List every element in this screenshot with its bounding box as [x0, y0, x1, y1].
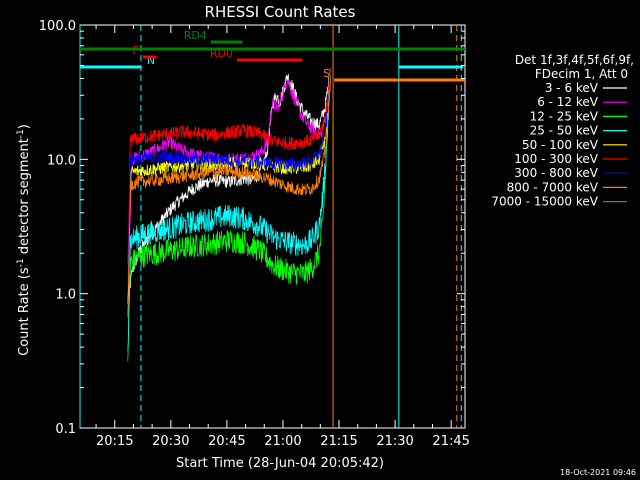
y-axis-label: Count Rate (s-1 detector segment-1) — [16, 124, 32, 356]
series-line — [127, 71, 331, 285]
y-tick-label: 0.1 — [55, 422, 76, 437]
y-axis-label-sup2: -1 — [16, 129, 26, 138]
flag-label: RD4 — [184, 29, 207, 42]
x-axis-label: Start Time (28-Jun-04 20:05:42) — [176, 456, 384, 471]
legend-header-detectors: Det 1f,3f,4f,5f,6f,9f, — [515, 53, 634, 67]
flag-label: S — [323, 67, 330, 80]
legend-entry-label: 7000 - 15000 keV — [491, 195, 598, 209]
x-tick-label: 20:30 — [152, 434, 189, 449]
series-line — [127, 68, 331, 352]
legend-entry-label: 12 - 25 keV — [530, 109, 599, 123]
y-axis-label-mid: detector segment — [17, 138, 32, 258]
legend-entry-label: 100 - 300 keV — [514, 152, 598, 166]
footer-timestamp: 18-Oct-2021 09:46 — [560, 468, 636, 477]
y-tick-label: 100.0 — [39, 19, 76, 34]
series-line — [127, 78, 331, 317]
y-tick-label: 10.0 — [47, 153, 76, 168]
y-axis-label-sup1: -1 — [16, 258, 26, 267]
series-line — [127, 72, 331, 290]
y-tick-label: 1.0 — [55, 288, 76, 303]
legend-entry-label: 25 - 50 keV — [530, 124, 599, 138]
legend-entry-label: 300 - 800 keV — [514, 166, 598, 180]
series-line — [127, 72, 331, 300]
flag-label: N — [147, 54, 155, 67]
legend-entry-label: 3 - 6 keV — [545, 81, 599, 95]
x-tick-label: 21:15 — [320, 434, 357, 449]
chart-title: RHESSI Count Rates — [205, 3, 356, 21]
series-line — [127, 71, 331, 362]
x-tick-label: 20:45 — [208, 434, 245, 449]
x-tick-label: 20:15 — [96, 434, 133, 449]
series-line — [127, 67, 331, 264]
x-tick-label: 21:45 — [432, 434, 469, 449]
x-tick-label: 21:00 — [264, 434, 301, 449]
legend-header-decim: FDecim 1, Att 0 — [535, 67, 628, 81]
legend-entry-label: 800 - 7000 keV — [507, 180, 599, 194]
plot-frame — [79, 24, 466, 429]
x-tick-label: 21:30 — [376, 434, 413, 449]
y-axis-label-main: Count Rate (s — [17, 267, 32, 356]
legend-entry-label: 50 - 100 keV — [522, 138, 599, 152]
legend-entry-label: 6 - 12 keV — [537, 95, 599, 109]
y-axis-label-end: ) — [17, 124, 32, 129]
legend: Det 1f,3f,4f,5f,6f,9f, FDecim 1, Att 0 3… — [491, 53, 634, 209]
